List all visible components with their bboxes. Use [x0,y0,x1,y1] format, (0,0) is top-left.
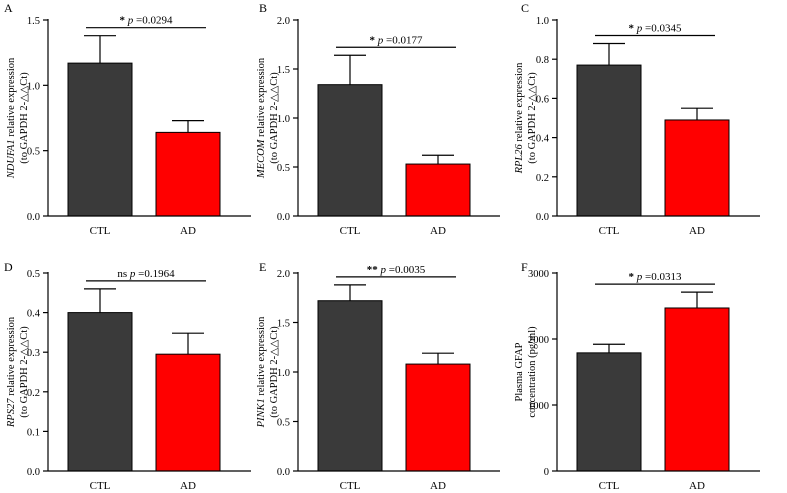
panel-letter: E [259,260,266,274]
bar-ad [664,119,730,217]
y-tick-label: 1.0 [277,114,290,125]
bar-ctl [317,84,383,217]
y-tick-label: 0.5 [277,163,290,174]
y-tick-label: 1.5 [27,16,40,27]
panel-letter: B [259,1,267,15]
y-tick-label: 0.5 [27,147,40,158]
significance-label: * p =0.0294 [120,15,173,27]
y-tick-label: 0.0 [277,212,290,223]
panel-f: F CTL AD 0 1000 2000 3000 * p =0.0313 Plasma GFA… [514,260,760,492]
panel-c: C CTL AD 0.0 0.2 0.4 0.6 0.8 1.0 * p =0.0345 RPL26… [514,1,760,237]
category-label: AD [180,480,196,492]
category-label: CTL [599,480,620,492]
bar-ad [405,363,471,472]
significance-label: * p =0.0177 [370,34,423,46]
y-axis-label: Plasma GFAP concentration (pg/ml) [514,326,538,418]
y-tick-label: 1.5 [277,319,290,330]
bar-ad [155,131,221,217]
category-label: CTL [90,480,111,492]
panel-letter: A [4,1,13,15]
bar-ad [155,353,221,472]
category-label: CTL [90,225,111,237]
bar-ctl [317,300,383,472]
significance-label: * p =0.0313 [629,271,682,283]
category-label: AD [430,225,446,237]
y-tick-label: 2.0 [277,16,290,27]
y-tick-label: 3000 [528,269,549,280]
y-tick-label: 0.0 [27,467,40,478]
category-label: CTL [599,225,620,237]
y-tick-label: 2.0 [277,269,290,280]
y-axis-label: MECOM relative expression (to GAPDH 2-△△C… [256,57,280,179]
category-label: CTL [340,225,361,237]
y-axis-label: NDUFA1 relative expression (to GAPDH 2-△△… [6,57,30,179]
y-tick-label: 1.0 [536,16,549,27]
category-label: AD [689,480,705,492]
bar-ad [664,307,730,472]
y-tick-label: 2000 [528,335,549,346]
panel-e: E CTL AD 0.0 0.5 1.0 1.5 2.0 ** p =0.0035 PINK1 r… [256,260,500,492]
panel-d: D CTL AD 0.0 0.1 0.2 0.3 0.4 0.5 ns p =0.1964 RPS2… [4,260,251,492]
bar-ad [405,163,471,217]
y-tick-label: 0.0 [536,212,549,223]
y-tick-label: 1.0 [27,81,40,92]
panel-letter: C [521,1,529,15]
bar-ctl [576,64,642,217]
y-tick-label: 0.5 [277,418,290,429]
significance-label: * p =0.0345 [629,23,682,35]
y-tick-label: 0.1 [27,427,40,438]
y-tick-label: 0.0 [277,467,290,478]
y-axis-label: PINK1 relative expression (to GAPDH 2-△△C… [256,316,280,429]
panel-a: A CTL AD 0.0 0.5 1.0 1.5 * p =0.0294 NDUFA1 rela… [4,1,251,237]
y-tick-label: 0 [544,467,549,478]
category-label: AD [689,225,705,237]
panel-b: B CTL AD 0.0 0.5 1.0 1.5 2.0 * p =0.0177 MECOM re… [256,1,500,237]
y-tick-label: 0.4 [27,309,41,320]
category-label: AD [180,225,196,237]
bar-ctl [67,312,133,472]
significance-label: ** p =0.0035 [367,264,426,276]
y-tick-label: 0.5 [27,269,40,280]
y-tick-label: 1000 [528,401,549,412]
bar-ctl [67,62,133,217]
y-tick-label: 0.2 [27,388,40,399]
y-axis-label: RPS27 relative expression (to GAPDH 2-△△C… [6,316,30,428]
y-tick-label: 0.8 [536,55,549,66]
panel-letter: D [4,260,13,274]
significance-label: ns p =0.1964 [117,268,175,280]
panel-letter: F [521,260,528,274]
y-tick-label: 1.5 [277,65,290,76]
y-tick-label: 0.6 [536,94,549,105]
y-tick-label: 1.0 [277,368,290,379]
category-label: AD [430,480,446,492]
bar-ctl [576,352,642,472]
y-tick-label: 0.4 [536,134,550,145]
category-label: CTL [340,480,361,492]
y-axis-label: RPL26 relative expression (to GAPDH 2-△△C… [514,62,538,175]
y-tick-label: 0.3 [27,348,40,359]
y-tick-label: 0.0 [27,212,40,223]
y-tick-label: 0.2 [536,173,549,184]
